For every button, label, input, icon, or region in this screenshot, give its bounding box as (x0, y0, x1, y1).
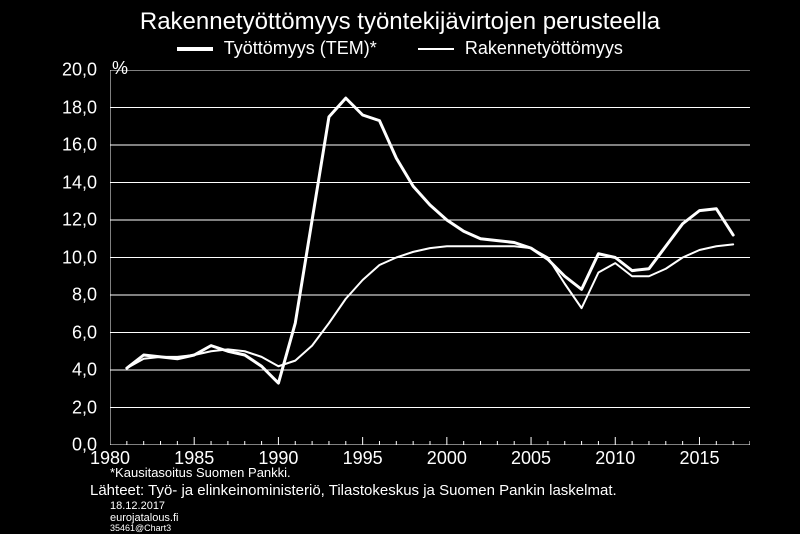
x-tick-label: 2010 (595, 448, 635, 469)
chart-container: Rakennetyöttömyys työntekijävirtojen per… (0, 0, 800, 523)
x-tick-label: 2015 (679, 448, 719, 469)
chart-title: Rakennetyöttömyys työntekijävirtojen per… (0, 8, 800, 36)
y-tick-label: 20,0 (62, 60, 97, 81)
y-tick-label: 16,0 (62, 135, 97, 156)
x-tick-label: 2005 (511, 448, 551, 469)
legend-swatch-rakenne (418, 44, 454, 54)
x-tick-label: 2000 (427, 448, 467, 469)
chart-legend: Työttömyys (TEM)* Rakennetyöttömyys (0, 38, 800, 59)
legend-label-rakenne: Rakennetyöttömyys (465, 38, 623, 58)
legend-item-rakenne: Rakennetyöttömyys (418, 38, 623, 59)
y-tick-label: 18,0 (62, 97, 97, 118)
y-tick-label: 12,0 (62, 210, 97, 231)
chart-date: 18.12.2017 (110, 500, 179, 512)
y-tick-label: 10,0 (62, 247, 97, 268)
y-tick-label: 2,0 (72, 397, 97, 418)
y-tick-label: 4,0 (72, 360, 97, 381)
y-tick-label: 8,0 (72, 285, 97, 306)
legend-swatch-tem (177, 44, 213, 54)
x-tick-label: 1995 (343, 448, 383, 469)
chart-metadata: 18.12.2017 eurojatalous.fi 35461@Chart3 (110, 500, 179, 534)
series-line (127, 244, 733, 368)
legend-item-tem: Työttömyys (TEM)* (177, 38, 377, 59)
y-tick-label: 6,0 (72, 322, 97, 343)
series-line (127, 98, 733, 383)
chart-svg (110, 70, 750, 445)
y-tick-label: 14,0 (62, 172, 97, 193)
y-axis-ticks: 0,02,04,06,08,010,012,014,016,018,020,0 (0, 70, 105, 445)
chart-ref: 35461@Chart3 (110, 524, 179, 534)
chart-footnote: *Kausitasoitus Suomen Pankki. (110, 465, 291, 480)
chart-source: Lähteet: Työ- ja elinkeinoministeriö, Ti… (90, 482, 617, 499)
legend-label-tem: Työttömyys (TEM)* (224, 38, 377, 58)
plot-area (110, 70, 750, 445)
